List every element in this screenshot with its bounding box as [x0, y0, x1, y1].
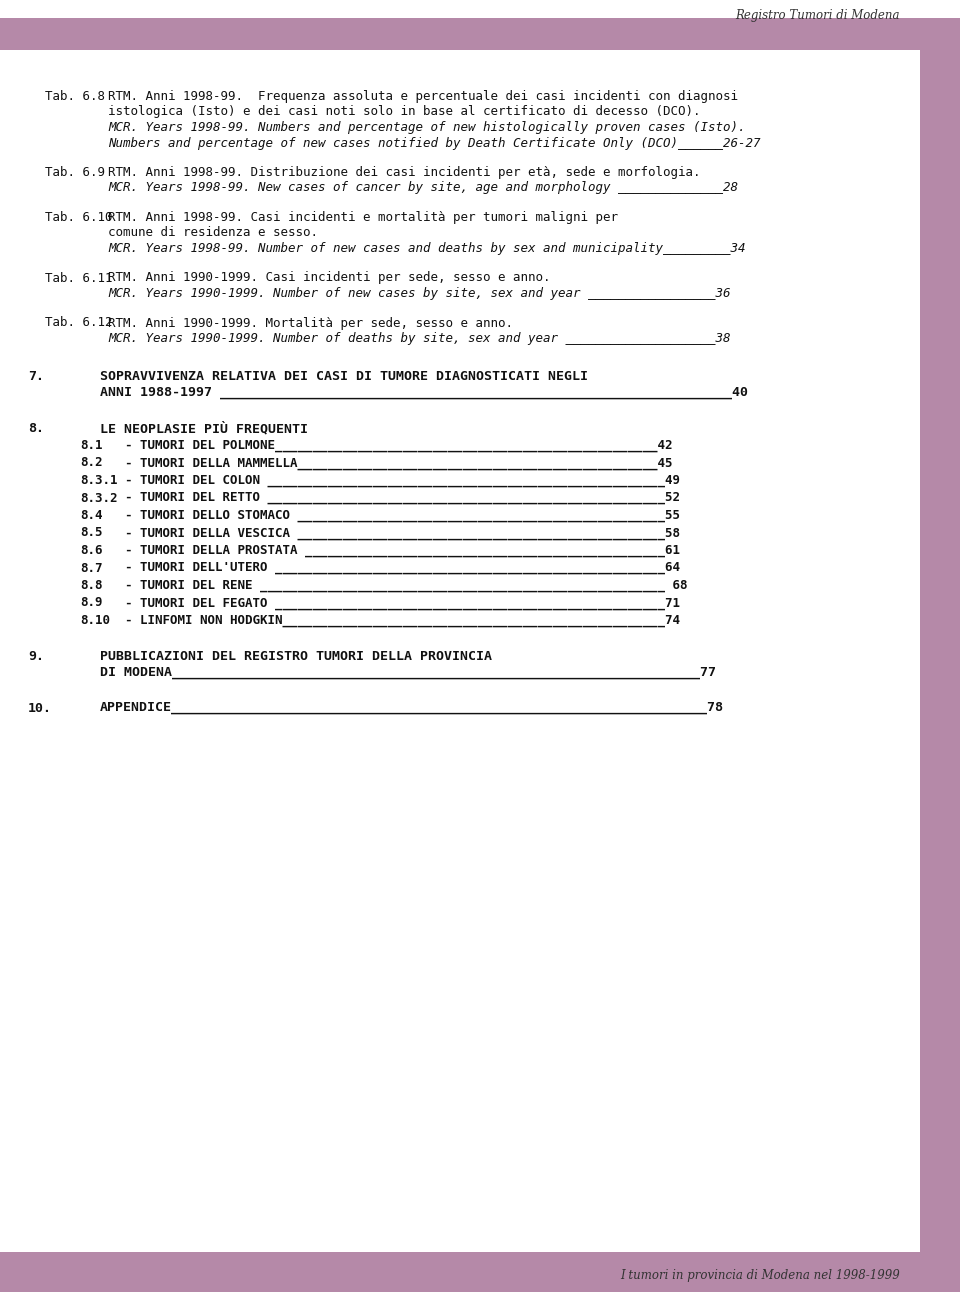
Text: 8.4: 8.4 [80, 509, 103, 522]
Text: 10.: 10. [28, 702, 52, 714]
Text: - TUMORI DEL RENE ______________________________________________________ 68: - TUMORI DEL RENE ______________________… [125, 579, 687, 592]
Text: - TUMORI DELLA MAMMELLA________________________________________________45: - TUMORI DELLA MAMMELLA_________________… [125, 456, 673, 469]
Text: 8.2: 8.2 [80, 456, 103, 469]
Text: - LINFOMI NON HODGKIN___________________________________________________74: - LINFOMI NON HODGKIN___________________… [125, 614, 680, 627]
Text: 7.: 7. [28, 370, 44, 382]
Text: 8.3.2: 8.3.2 [80, 491, 117, 504]
Text: 8.9: 8.9 [80, 597, 103, 610]
Text: 8.5: 8.5 [80, 527, 103, 540]
Text: RTM. Anni 1998-99.  Frequenza assoluta e percentuale dei casi incidenti con diag: RTM. Anni 1998-99. Frequenza assoluta e … [108, 90, 738, 103]
Text: - TUMORI DELLO STOMACO _________________________________________________55: - TUMORI DELLO STOMACO _________________… [125, 509, 680, 522]
Text: - TUMORI DEL POLMONE___________________________________________________42: - TUMORI DEL POLMONE____________________… [125, 439, 673, 452]
Text: LE NEOPLASIE PIÙ FREQUENTI: LE NEOPLASIE PIÙ FREQUENTI [100, 421, 308, 435]
Text: Tab. 6.11: Tab. 6.11 [45, 271, 112, 284]
Text: APPENDICE___________________________________________________________________78: APPENDICE_______________________________… [100, 702, 724, 714]
Text: 8.: 8. [28, 421, 44, 434]
Text: RTM. Anni 1998-99. Casi incidenti e mortalità per tumori maligni per: RTM. Anni 1998-99. Casi incidenti e mort… [108, 211, 618, 224]
Text: 9.: 9. [28, 650, 44, 663]
Text: Tab. 6.8: Tab. 6.8 [45, 90, 105, 103]
Text: 8.1: 8.1 [80, 439, 103, 452]
Text: Tab. 6.12: Tab. 6.12 [45, 317, 112, 329]
Text: MCR. Years 1990-1999. Number of deaths by site, sex and year ___________________: MCR. Years 1990-1999. Number of deaths b… [108, 332, 731, 345]
Text: MCR. Years 1998-99. New cases of cancer by site, age and morphology ____________: MCR. Years 1998-99. New cases of cancer … [108, 181, 738, 195]
Bar [0, 1252, 960, 1292]
Text: 8.10: 8.10 [80, 614, 110, 627]
Text: ANNI 1988-1997 ________________________________________________________________4: ANNI 1988-1997 _________________________… [100, 386, 748, 399]
Text: RTM. Anni 1990-1999. Casi incidenti per sede, sesso e anno.: RTM. Anni 1990-1999. Casi incidenti per … [108, 271, 550, 284]
Text: - TUMORI DEL RETTO _____________________________________________________52: - TUMORI DEL RETTO _____________________… [125, 491, 680, 504]
Text: MCR. Years 1990-1999. Number of new cases by site, sex and year ________________: MCR. Years 1990-1999. Number of new case… [108, 287, 731, 300]
Text: SOPRAVVIVENZA RELATIVA DEI CASI DI TUMORE DIAGNOSTICATI NEGLI: SOPRAVVIVENZA RELATIVA DEI CASI DI TUMOR… [100, 370, 588, 382]
Text: 8.8: 8.8 [80, 579, 103, 592]
Text: comune di residenza e sesso.: comune di residenza e sesso. [108, 226, 318, 239]
Text: MCR. Years 1998-99. Number of new cases and deaths by sex and municipality______: MCR. Years 1998-99. Number of new cases … [108, 242, 746, 255]
Text: 8.6: 8.6 [80, 544, 103, 557]
Text: RTM. Anni 1990-1999. Mortalità per sede, sesso e anno.: RTM. Anni 1990-1999. Mortalità per sede,… [108, 317, 513, 329]
Bar [920, 50, 960, 1252]
Text: - TUMORI DELLA PROSTATA ________________________________________________61: - TUMORI DELLA PROSTATA ________________… [125, 544, 680, 557]
Text: PUBBLICAZIONI DEL REGISTRO TUMORI DELLA PROVINCIA: PUBBLICAZIONI DEL REGISTRO TUMORI DELLA … [100, 650, 492, 663]
Text: I tumori in provincia di Modena nel 1998-1999: I tumori in provincia di Modena nel 1998… [620, 1269, 900, 1282]
Text: istologica (Isto) e dei casi noti solo in base al certificato di decesso (DCO).: istologica (Isto) e dei casi noti solo i… [108, 106, 701, 119]
Text: Tab. 6.10: Tab. 6.10 [45, 211, 112, 224]
Text: Registro Tumori di Modena: Registro Tumori di Modena [735, 9, 900, 22]
Text: DI MODENA__________________________________________________________________77: DI MODENA_______________________________… [100, 665, 716, 680]
Text: Tab. 6.9: Tab. 6.9 [45, 165, 105, 180]
Text: - TUMORI DELLA VESCICA _________________________________________________58: - TUMORI DELLA VESCICA _________________… [125, 527, 680, 540]
Text: - TUMORI DELL'UTERO ____________________________________________________64: - TUMORI DELL'UTERO ____________________… [125, 562, 680, 575]
Text: 8.7: 8.7 [80, 562, 103, 575]
Text: MCR. Years 1998-99. Numbers and percentage of new histologically proven cases (I: MCR. Years 1998-99. Numbers and percenta… [108, 121, 746, 134]
Text: 8.3.1: 8.3.1 [80, 474, 117, 487]
Text: RTM. Anni 1998-99. Distribuzione dei casi incidenti per età, sede e morfologia.: RTM. Anni 1998-99. Distribuzione dei cas… [108, 165, 701, 180]
Text: - TUMORI DEL FEGATO ____________________________________________________71: - TUMORI DEL FEGATO ____________________… [125, 597, 680, 610]
Bar [0, 18, 960, 50]
Text: Numbers and percentage of new cases notified by Death Certificate Only (DCO)____: Numbers and percentage of new cases noti… [108, 137, 760, 150]
Text: - TUMORI DEL COLON _____________________________________________________49: - TUMORI DEL COLON _____________________… [125, 474, 680, 487]
